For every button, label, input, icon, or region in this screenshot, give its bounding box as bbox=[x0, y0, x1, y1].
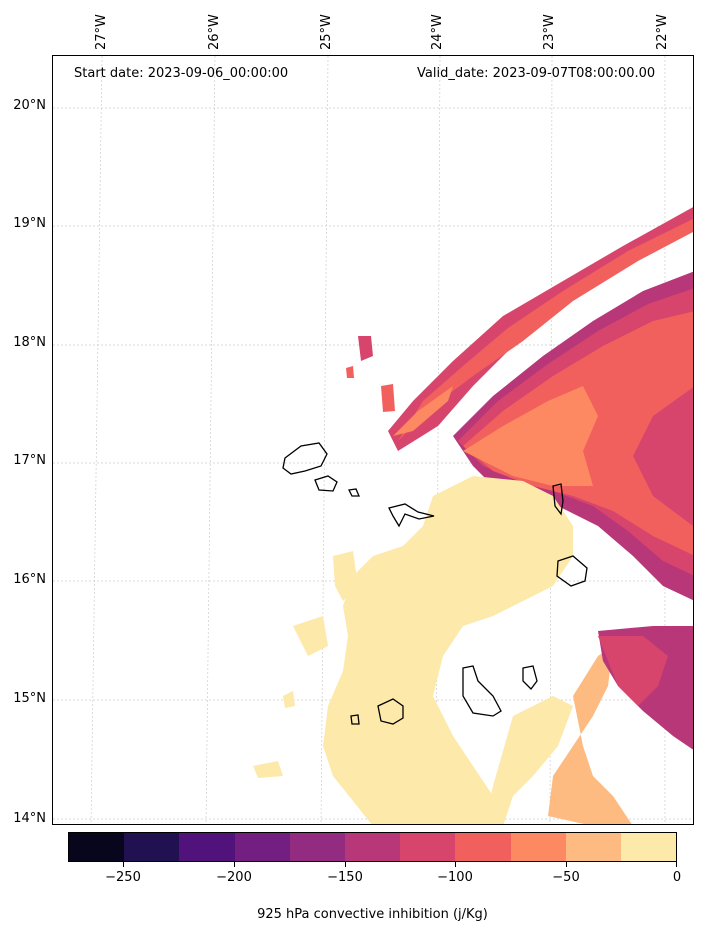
island-santiago bbox=[462, 665, 502, 717]
colorbar-tick bbox=[123, 862, 124, 867]
colorbar-tick-label: −100 bbox=[437, 870, 473, 885]
colorbar-tick-label: −150 bbox=[327, 870, 363, 885]
colorbar-segment bbox=[620, 833, 677, 861]
colorbar-segment bbox=[179, 833, 235, 861]
island-sao-nicolau bbox=[388, 503, 435, 528]
island-maio bbox=[522, 665, 538, 690]
colorbar-title: 925 hPa convective inhibition (j/Kg) bbox=[257, 907, 488, 922]
colorbar-tick-label: −200 bbox=[216, 870, 252, 885]
coastlines bbox=[282, 442, 588, 725]
lat-label: 18°N bbox=[13, 335, 46, 350]
lon-label: 24°W bbox=[430, 14, 445, 50]
island-santa-luzia bbox=[348, 488, 360, 497]
colorbar-segment bbox=[510, 833, 566, 861]
lat-label: 14°N bbox=[13, 811, 46, 826]
lon-label: 23°W bbox=[542, 14, 557, 50]
island-boa-vista bbox=[556, 555, 588, 587]
colorbar-tick bbox=[234, 862, 235, 867]
colorbar-tick-label: −50 bbox=[552, 870, 580, 885]
island-santo-antao bbox=[282, 442, 328, 475]
lat-label: 20°N bbox=[13, 98, 46, 113]
lat-label: 19°N bbox=[13, 216, 46, 231]
start-date-label: Start date: 2023-09-06_00:00:00 bbox=[74, 66, 289, 81]
valid-date-label: Valid_date: 2023-09-07T08:00:00.00 bbox=[417, 66, 656, 81]
lon-label: 27°W bbox=[94, 14, 109, 50]
colorbar bbox=[68, 832, 677, 862]
island-fogo bbox=[377, 698, 404, 725]
lon-label: 22°W bbox=[655, 14, 670, 50]
island-sao-vicente bbox=[314, 475, 338, 492]
cin-weak-region bbox=[323, 476, 573, 824]
lat-label: 16°N bbox=[13, 572, 46, 587]
colorbar-tick bbox=[455, 862, 456, 867]
colorbar-segment bbox=[455, 833, 511, 861]
colorbar-segment bbox=[69, 833, 125, 861]
colorbar-segment bbox=[234, 833, 290, 861]
colorbar-tick bbox=[676, 862, 677, 867]
cin-field bbox=[253, 207, 693, 824]
colorbar-segment bbox=[565, 833, 621, 861]
island-sal bbox=[552, 483, 564, 516]
lat-label: 15°N bbox=[13, 691, 46, 706]
lat-label: 17°N bbox=[13, 453, 46, 468]
colorbar-tick-label: −250 bbox=[105, 870, 141, 885]
colorbar-segment bbox=[124, 833, 180, 861]
lon-label: 25°W bbox=[319, 14, 334, 50]
lon-label: 26°W bbox=[207, 14, 222, 50]
colorbar-tick bbox=[345, 862, 346, 867]
map-plot bbox=[53, 56, 693, 824]
island-brava bbox=[350, 714, 360, 725]
colorbar-segment bbox=[289, 833, 345, 861]
map-frame bbox=[52, 55, 694, 825]
colorbar-tick bbox=[566, 862, 567, 867]
colorbar-segment bbox=[400, 833, 456, 861]
colorbar-segment bbox=[344, 833, 401, 861]
colorbar-tick-label: 0 bbox=[672, 870, 682, 885]
